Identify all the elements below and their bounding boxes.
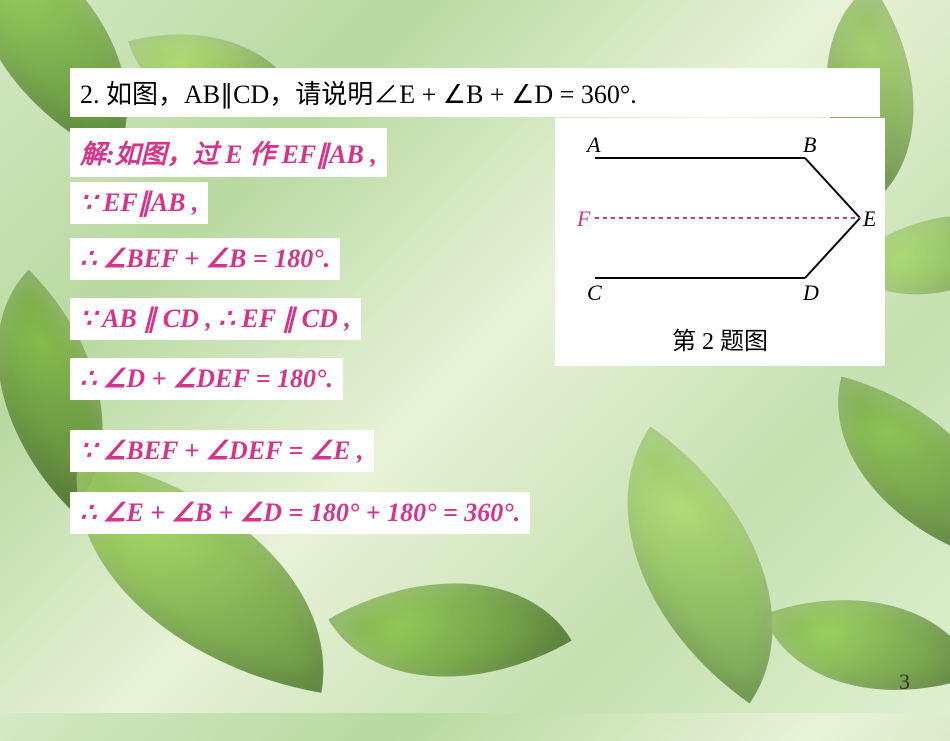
question-block: 2. 如图，AB∥CD，请说明∠E + ∠B + ∠D = 360°. bbox=[70, 68, 880, 117]
line-DE bbox=[805, 218, 860, 278]
label-C: C bbox=[587, 280, 602, 305]
solution-text-1: 解:如图，过 E 作 EF∥AB , bbox=[80, 140, 377, 169]
solution-text-4: ∵ AB ∥ CD , ∴ EF ∥ CD , bbox=[80, 304, 351, 333]
label-E: E bbox=[862, 206, 875, 231]
label-F: F bbox=[576, 206, 591, 231]
solution-text-2: ∵ EF∥AB , bbox=[80, 188, 198, 217]
line-BE bbox=[805, 158, 860, 218]
solution-text-3: ∴ ∠BEF + ∠B = 180°. bbox=[80, 244, 330, 273]
figure-svg: A B C D E F bbox=[565, 128, 875, 308]
label-D: D bbox=[802, 280, 819, 305]
solution-line-6: ∵ ∠BEF + ∠DEF = ∠E , bbox=[70, 430, 374, 472]
solution-line-1: 解:如图，过 E 作 EF∥AB , bbox=[70, 128, 387, 177]
page-number: 3 bbox=[899, 669, 910, 695]
geometry-figure: A B C D E F 第 2 题图 bbox=[555, 118, 885, 366]
solution-line-4: ∵ AB ∥ CD , ∴ EF ∥ CD , bbox=[70, 298, 361, 340]
question-text: 2. 如图，AB∥CD，请说明∠E + ∠B + ∠D = 360°. bbox=[80, 80, 637, 109]
solution-line-7: ∴ ∠E + ∠B + ∠D = 180° + 180° = 360°. bbox=[70, 492, 530, 534]
label-B: B bbox=[803, 132, 816, 157]
solution-line-5: ∴ ∠D + ∠DEF = 180°. bbox=[70, 358, 343, 400]
figure-caption: 第 2 题图 bbox=[565, 321, 875, 356]
solution-text-7: ∴ ∠E + ∠B + ∠D = 180° + 180° = 360°. bbox=[80, 498, 520, 527]
solution-line-2: ∵ EF∥AB , bbox=[70, 182, 208, 224]
solution-line-3: ∴ ∠BEF + ∠B = 180°. bbox=[70, 238, 340, 280]
label-A: A bbox=[585, 132, 601, 157]
solution-text-5: ∴ ∠D + ∠DEF = 180°. bbox=[80, 364, 333, 393]
solution-text-6: ∵ ∠BEF + ∠DEF = ∠E , bbox=[80, 436, 364, 465]
